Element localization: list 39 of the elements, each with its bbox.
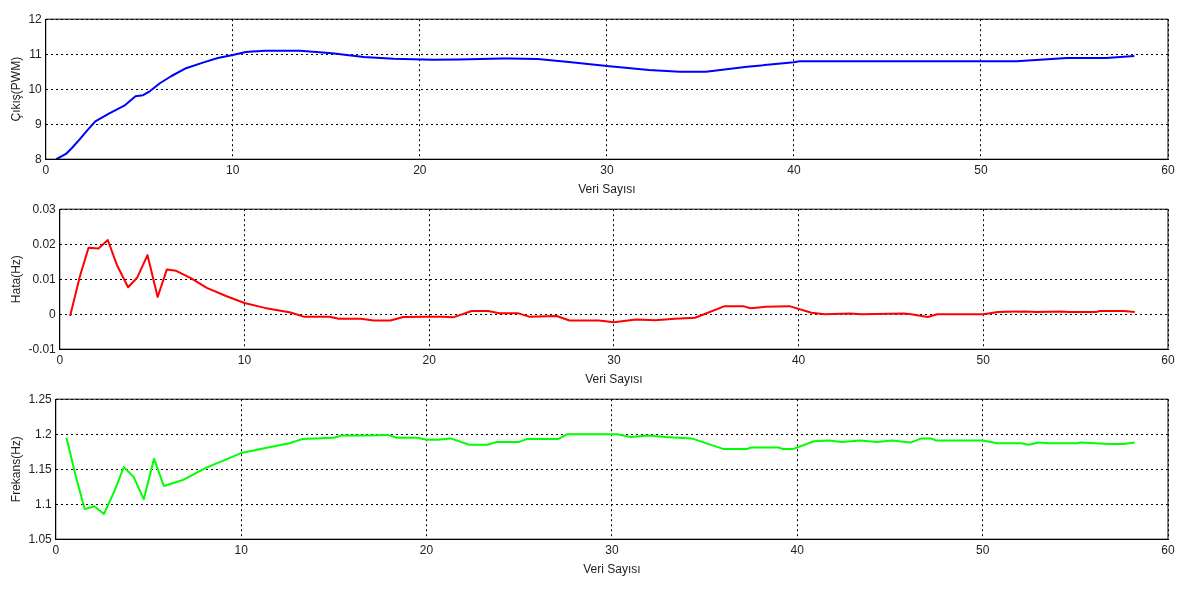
x-axis-title: Veri Sayısı: [585, 372, 643, 387]
x-tick-label: 30: [605, 542, 619, 557]
x-tick-label: 30: [600, 162, 614, 177]
y-tick-label: 12: [28, 11, 43, 26]
x-axis-title: Veri Sayısı: [578, 182, 636, 197]
x-tick-label: 50: [975, 542, 990, 557]
y-tick-label: 0: [49, 306, 57, 321]
x-tick-label: 10: [237, 352, 252, 367]
x-tick-label: 50: [976, 352, 991, 367]
x-tick-label: 40: [790, 542, 805, 557]
y-tick-label: 0.03: [32, 201, 57, 216]
x-tick-label: 20: [422, 352, 437, 367]
y-tick-label: 0.02: [32, 236, 57, 251]
y-tick-label: 1.25: [28, 391, 53, 406]
y-tick-label: 9: [35, 116, 43, 131]
y-axis-title: Frekans(Hz): [8, 436, 23, 503]
y-tick-label: 10: [28, 81, 43, 96]
y-tick-label: 1.15: [28, 461, 53, 476]
y-tick-label: 1.05: [28, 531, 53, 546]
x-tick-label: 10: [226, 162, 240, 177]
y-tick-label: 11: [29, 46, 43, 61]
x-tick-label: 20: [419, 542, 434, 557]
x-tick-label: 60: [1161, 542, 1175, 557]
x-tick-label: 60: [1161, 162, 1175, 177]
y-axis-title: Çıkış(PWM): [8, 56, 23, 122]
y-tick-label: 8: [35, 151, 43, 166]
y-axis-title: Hata(Hz): [8, 255, 23, 304]
x-tick-label: 10: [234, 542, 249, 557]
x-tick-label: 40: [791, 352, 806, 367]
x-tick-label: 30: [607, 352, 621, 367]
y-tick-label: 1.2: [35, 426, 53, 441]
x-tick-label: 60: [1161, 352, 1175, 367]
y-tick-label: 0.01: [32, 271, 57, 286]
x-tick-label: 40: [787, 162, 801, 177]
y-tick-label: -0.01: [28, 341, 57, 356]
y-tick-label: 1.1: [35, 496, 53, 511]
x-tick-label: 20: [413, 162, 427, 177]
x-axis-title: Veri Sayısı: [583, 562, 641, 577]
x-tick-label: 50: [974, 162, 988, 177]
